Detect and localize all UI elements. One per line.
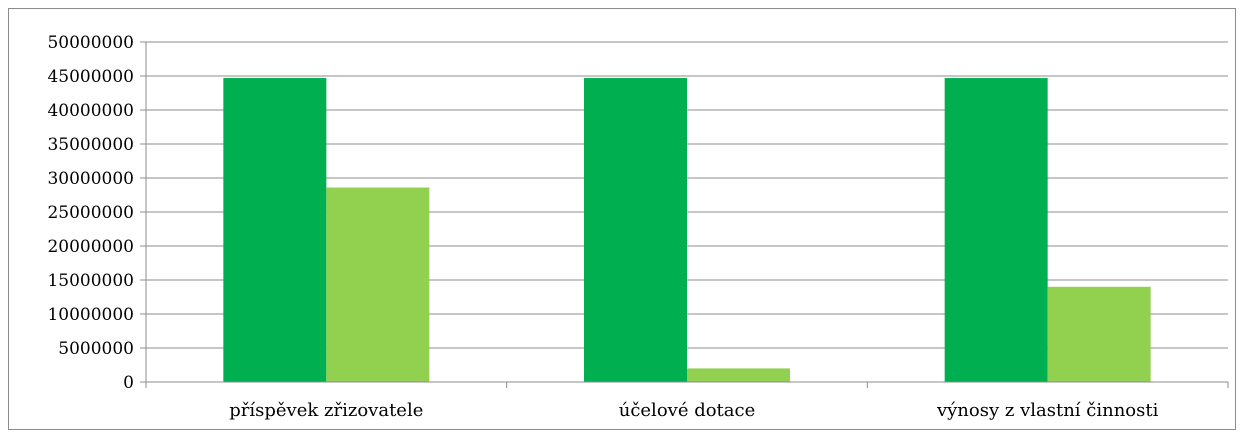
y-tick-label: 0 [123, 373, 134, 393]
y-axis-tick-labels: 0 5000000 10000000 15000000 20000000 25000000… [47, 33, 134, 393]
y-tick-label: 35000000 [47, 135, 134, 155]
y-tick-label: 40000000 [47, 101, 134, 121]
y-tick-label: 45000000 [47, 67, 134, 87]
bars [223, 78, 1151, 382]
y-tick-label: 5000000 [58, 339, 134, 359]
y-tick-label: 25000000 [47, 203, 134, 223]
x-category-label: příspěvek zřizovatele [229, 400, 423, 421]
bar-series1-3 [944, 78, 1048, 382]
y-tick-label: 30000000 [47, 169, 134, 189]
x-axis [145, 42, 1229, 388]
y-tick-label: 10000000 [47, 305, 134, 325]
bar-series2-2 [687, 368, 790, 382]
bar-series2-3 [1047, 286, 1151, 382]
y-tick-label: 20000000 [47, 237, 134, 257]
bar-series1-1 [223, 78, 327, 382]
bar-series2-1 [326, 187, 430, 382]
x-category-label: výnosy z vlastní činnosti [936, 400, 1159, 421]
x-axis-category-labels: příspěvek zřizovatele účelové dotace výnos… [229, 400, 1158, 421]
y-tick-label: 50000000 [47, 33, 134, 53]
x-category-label: účelové dotace [619, 400, 756, 421]
bar-series1-2 [584, 78, 687, 382]
y-tick-label: 15000000 [47, 271, 134, 291]
